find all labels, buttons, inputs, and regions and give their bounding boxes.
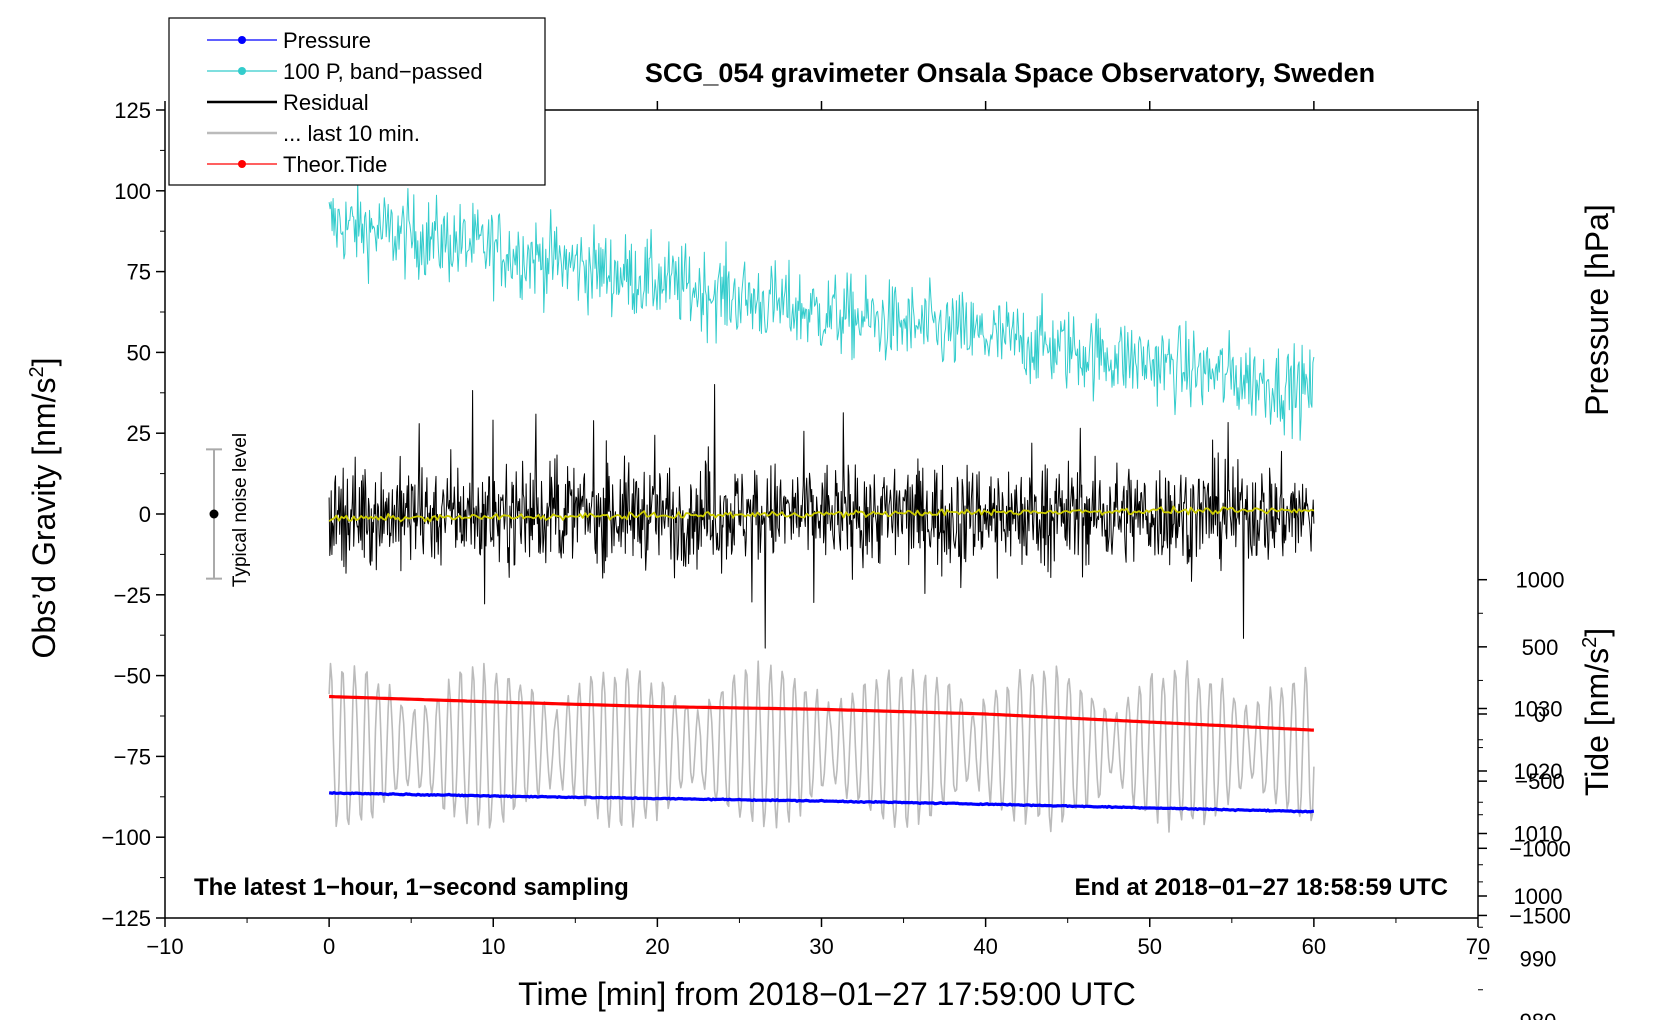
x-tick-label: 60: [1302, 934, 1326, 959]
y-left-tick-label: −75: [114, 744, 151, 769]
y-pressure-tick-label: 990: [1520, 947, 1557, 972]
y-left-tick-label: 75: [127, 260, 151, 285]
series-line-residual-smoothed: [328, 505, 1315, 523]
y-pressure-tick-label: 1010: [1514, 822, 1563, 847]
series-layer: [328, 180, 1315, 833]
series-line-pressure: [328, 791, 1315, 814]
y-left-tick-label: −100: [101, 825, 151, 850]
y-pressure-axis-title: Pressure [hPa]: [1579, 204, 1615, 416]
legend-label: 100 P, band−passed: [283, 59, 483, 84]
y-left-axis-title: Obs’d Gravity [nm/s2]: [26, 358, 62, 659]
y-tide-tick-label: −1000: [1509, 836, 1571, 861]
legend-layer: Pressure 100 P, band−passed Residual ... la…: [168, 17, 546, 186]
y-tide-axis-title: Tide [nm/s2]: [1579, 628, 1615, 796]
x-axis-title: Time [min] from 2018−01−27 17:59:00 UTC: [518, 976, 1136, 1012]
x-tick-label: 40: [973, 934, 997, 959]
note-right: End at 2018−01−27 18:58:59 UTC: [1074, 874, 1448, 901]
y-left-tick-label: 125: [114, 98, 151, 123]
legend-label: Pressure: [283, 28, 371, 53]
y-tide-tick-label: 0: [1534, 702, 1546, 727]
series-line-last-10-min: [328, 660, 1315, 833]
y-left-tick-label: 0: [139, 502, 151, 527]
y-left-axis-title-main: Obs’d Gravity [nm/s: [26, 378, 62, 659]
y-tide-tick-label: 1000: [1516, 568, 1565, 593]
y-tide-tick-label: −1500: [1509, 903, 1571, 928]
y-pressure-tick-label: 1030: [1514, 697, 1563, 722]
legend-label: ... last 10 min.: [283, 121, 420, 146]
chart-title: SCG_054 gravimeter Onsala Space Observat…: [645, 58, 1375, 88]
y-left-tick-label: −125: [101, 906, 151, 931]
x-tick-label: −10: [146, 934, 183, 959]
y-tide-tick-label: −500: [1515, 769, 1565, 794]
legend-label: Residual: [283, 90, 369, 115]
x-tick-label: 20: [645, 934, 669, 959]
noise-indicator: Typical noise level: [206, 433, 251, 587]
y-left-axis-title-close: ]: [26, 358, 62, 367]
x-tick-label: 0: [323, 934, 335, 959]
note-left: The latest 1−hour, 1−second sampling: [194, 874, 629, 901]
y-pressure-tick-label: 1020: [1514, 759, 1563, 784]
x-tick-label: 10: [481, 934, 505, 959]
noise-dot: [209, 509, 219, 519]
y-tide-axis-title-main: Tide [nm/s: [1579, 648, 1615, 796]
axes-layer: −10 0 10 20 30 40 50 60 701251007550250−25−50−75…: [101, 98, 1570, 1020]
y-tide-tick-label: 500: [1522, 635, 1559, 660]
y-pressure-tick-label: 1000: [1514, 884, 1563, 909]
legend-swatch-marker: [238, 67, 246, 75]
legend-label: Theor.Tide: [283, 152, 387, 177]
y-left-tick-label: −25: [114, 583, 151, 608]
legend-swatch-marker: [238, 36, 246, 44]
series-line-100-p-band-passed: [328, 180, 1315, 441]
y-tide-axis-title-sup: 2: [1579, 637, 1601, 648]
noise-label: Typical noise level: [230, 433, 251, 587]
y-left-tick-label: 50: [127, 340, 151, 365]
x-tick-label: 30: [809, 934, 833, 959]
series-line-theor-tide: [329, 694, 1314, 732]
x-tick-label: 70: [1466, 934, 1490, 959]
y-left-tick-label: 25: [127, 421, 151, 446]
y-tide-axis-title-close: ]: [1579, 628, 1615, 637]
y-left-axis-title-sup: 2: [26, 366, 48, 377]
y-left-tick-label: 100: [114, 179, 151, 204]
legend-swatch-marker: [238, 160, 246, 168]
y-pressure-tick-label: 980: [1520, 1009, 1557, 1020]
x-tick-label: 50: [1138, 934, 1162, 959]
y-left-tick-label: −50: [114, 664, 151, 689]
